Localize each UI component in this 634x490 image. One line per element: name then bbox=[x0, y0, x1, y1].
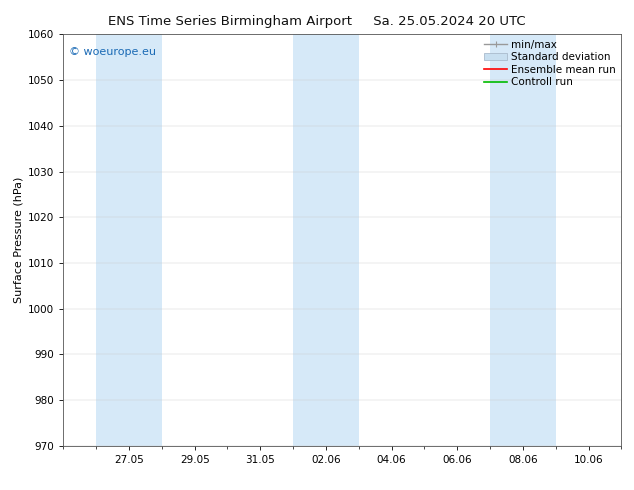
Y-axis label: Surface Pressure (hPa): Surface Pressure (hPa) bbox=[14, 177, 24, 303]
Bar bbox=[293, 34, 359, 446]
Text: ENS Time Series Birmingham Airport     Sa. 25.05.2024 20 UTC: ENS Time Series Birmingham Airport Sa. 2… bbox=[108, 15, 526, 28]
Legend: min/max, Standard deviation, Ensemble mean run, Controll run: min/max, Standard deviation, Ensemble me… bbox=[482, 37, 618, 89]
Bar bbox=[96, 34, 162, 446]
Text: © woeurope.eu: © woeurope.eu bbox=[69, 47, 156, 57]
Bar bbox=[490, 34, 555, 446]
